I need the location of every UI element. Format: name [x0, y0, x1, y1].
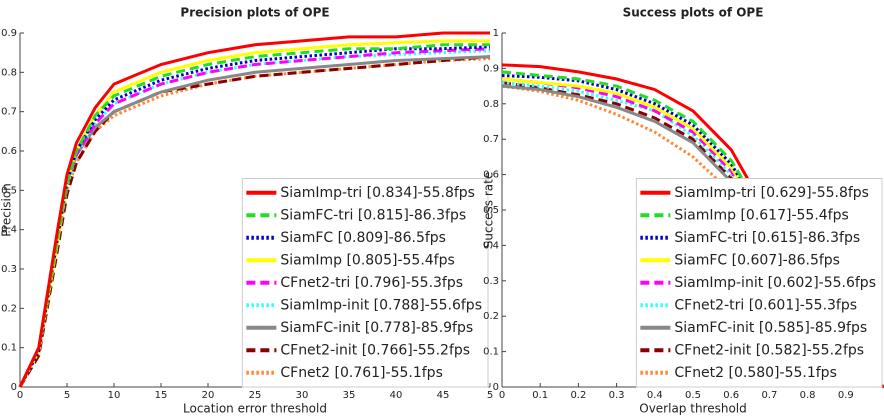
y-tick-label: 0.6: [483, 170, 499, 181]
x-tick-label: 25: [249, 390, 262, 401]
y-tick-label: 0.6: [1, 146, 17, 157]
x-tick-label: 0.3: [609, 390, 625, 401]
x-tick-label: 0.5: [685, 390, 701, 401]
legend: SiamImp-tri [0.629]-55.8fps SiamImp [0.61…: [635, 178, 883, 388]
x-tick-label: 20: [202, 390, 215, 401]
x-tick-label: 5: [487, 390, 493, 401]
x-tick-label: 0.4: [647, 390, 663, 401]
legend-label: SiamFC [0.809]-86.5fps: [280, 230, 446, 246]
y-tick-label: 0.7: [1, 107, 17, 118]
y-tick-label: 0.3: [483, 276, 499, 287]
x-tick-label: 10: [108, 390, 121, 401]
y-axis-label: Precision: [0, 183, 14, 237]
y-tick-label: 1: [493, 28, 499, 39]
y-axis-label: Success rate: [482, 172, 496, 249]
y-tick-label: 0.5: [483, 205, 499, 216]
legend: SiamImp-tri [0.834]-55.8fps SiamFC-tri [0…: [241, 178, 489, 388]
legend-box: [241, 178, 489, 388]
legend-label: SiamFC [0.607]-86.5fps: [674, 252, 840, 268]
legend-label: SiamFC-tri [0.615]-86.3fps: [674, 230, 860, 246]
y-tick-label: 0.4: [483, 240, 499, 251]
y-tick-label: 0: [493, 382, 499, 393]
legend-label: SiamImp [0.617]-55.4fps: [674, 207, 848, 223]
x-tick-label: 45: [437, 390, 450, 401]
x-tick-label: 0.1: [532, 390, 548, 401]
y-tick-label: 0: [11, 382, 17, 393]
x-tick-label: 15: [155, 390, 168, 401]
x-tick-label: 0.8: [800, 390, 816, 401]
chart-title: Success plots of OPE: [623, 6, 764, 20]
legend-label: SiamFC-tri [0.815]-86.3fps: [280, 207, 466, 223]
y-tick-label: 0.2: [1, 303, 17, 314]
legend-label: SiamFC-init [0.585]-85.9fps: [674, 320, 867, 336]
y-tick-label: 0.8: [1, 67, 17, 78]
legend-label: SiamImp-tri [0.834]-55.8fps: [280, 185, 475, 201]
y-tick-label: 0.1: [1, 343, 17, 354]
legend-label: SiamImp [0.805]-55.4fps: [280, 252, 454, 268]
series-line: [501, 81, 884, 389]
x-axis-label: Overlap threshold: [639, 402, 747, 416]
x-tick-label: 0: [17, 390, 23, 401]
legend-label: SiamImp-init [0.788]-55.6fps: [280, 297, 482, 313]
y-tick-label: 0.4: [1, 225, 17, 236]
y-tick-label: 0.9: [483, 63, 499, 74]
x-tick-label: 0.6: [723, 390, 739, 401]
x-tick-label: 5: [64, 390, 70, 401]
legend-label: CFnet2 [0.761]-55.1fps: [280, 365, 443, 381]
x-tick-label: 0: [499, 390, 505, 401]
legend-label: CFnet2-init [0.582]-55.2fps: [674, 342, 864, 358]
y-tick-label: 0.5: [1, 185, 17, 196]
y-tick-label: 0.7: [483, 134, 499, 145]
legend-box: [635, 178, 883, 388]
legend-label: SiamImp-init [0.602]-55.6fps: [674, 275, 876, 291]
x-tick-label: 40: [390, 390, 403, 401]
y-tick-label: 0.8: [483, 99, 499, 110]
x-axis-label: Location error threshold: [183, 402, 327, 416]
legend-label: CFnet2-tri [0.796]-55.3fps: [280, 275, 463, 291]
y-tick-label: 0.1: [483, 347, 499, 358]
x-tick-label: 30: [296, 390, 309, 401]
legend-label: SiamImp-tri [0.629]-55.8fps: [674, 185, 869, 201]
y-tick-label: 0.9: [1, 28, 17, 39]
legend-label: CFnet2 [0.580]-55.1fps: [674, 365, 837, 381]
x-tick-label: 0.7: [761, 390, 777, 401]
series-line: [18, 57, 491, 388]
series-line: [18, 31, 490, 388]
x-tick-label: 0.9: [838, 390, 854, 401]
y-tick-label: 0.2: [483, 311, 499, 322]
x-tick-label: 0.2: [570, 390, 586, 401]
y-tick-label: 0.3: [1, 264, 17, 275]
x-tick-label: 35: [343, 390, 356, 401]
chart-title: Precision plots of OPE: [180, 6, 329, 20]
legend-label: CFnet2-tri [0.601]-55.3fps: [674, 297, 857, 313]
legend-label: SiamFC-init [0.778]-85.9fps: [280, 320, 473, 336]
series-line: [18, 45, 491, 388]
legend-label: CFnet2-init [0.766]-55.2fps: [280, 342, 470, 358]
